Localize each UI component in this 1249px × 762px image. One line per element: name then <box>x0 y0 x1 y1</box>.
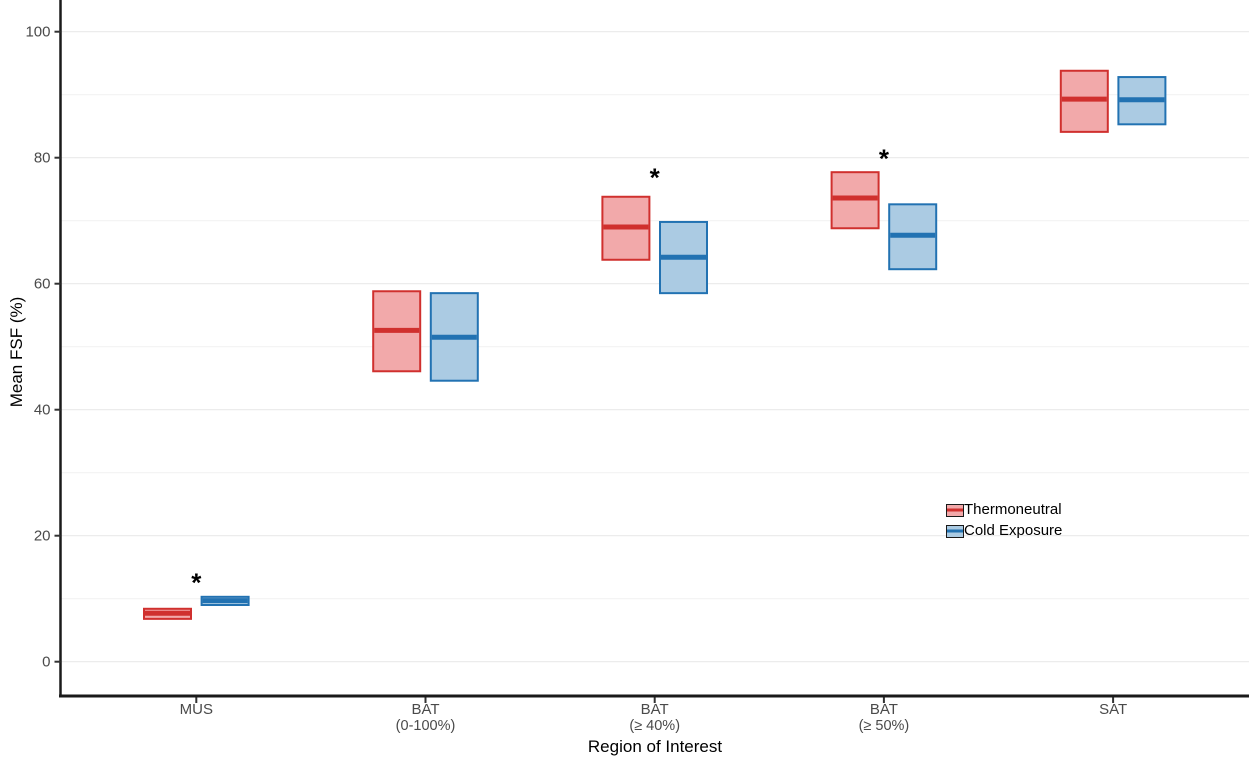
x-tick-label: SAT <box>1099 701 1127 718</box>
x-tick-label: BAT <box>411 701 439 718</box>
y-tick-label: 100 <box>25 24 50 41</box>
x-tick-label: BAT <box>870 701 898 718</box>
legend-item-cold-exposure: Cold Exposure <box>946 522 1062 540</box>
y-axis-title: Mean FSF (%) <box>7 296 26 408</box>
y-tick-label: 40 <box>34 402 51 419</box>
x-tick-sublabel: (≥ 40%) <box>629 718 680 734</box>
x-tick-sublabel: (0-100%) <box>396 718 456 734</box>
legend-item-thermoneutral: Thermoneutral <box>946 501 1062 519</box>
chart-legend: Thermoneutral Cold Exposure <box>946 501 1062 540</box>
legend-key-midline <box>947 529 963 533</box>
significance-star: * <box>879 143 890 173</box>
significance-star: * <box>650 162 661 192</box>
legend-label-thermoneutral: Thermoneutral <box>964 501 1062 518</box>
legend-label-cold-exposure: Cold Exposure <box>964 522 1063 539</box>
x-tick-label: MUS <box>180 701 213 718</box>
legend-key-midline <box>947 508 963 512</box>
y-tick-label: 80 <box>34 150 51 167</box>
significance-star: * <box>191 567 202 597</box>
legend-key-cold-exposure-icon <box>946 524 964 538</box>
y-tick-label: 20 <box>34 528 51 545</box>
y-tick-label: 60 <box>34 276 51 293</box>
x-axis-title: Region of Interest <box>587 737 723 756</box>
legend-key-thermoneutral-icon <box>946 503 964 517</box>
x-tick-label: BAT <box>641 701 669 718</box>
x-tick-sublabel: (≥ 50%) <box>859 718 910 734</box>
y-tick-label: 0 <box>42 654 50 671</box>
